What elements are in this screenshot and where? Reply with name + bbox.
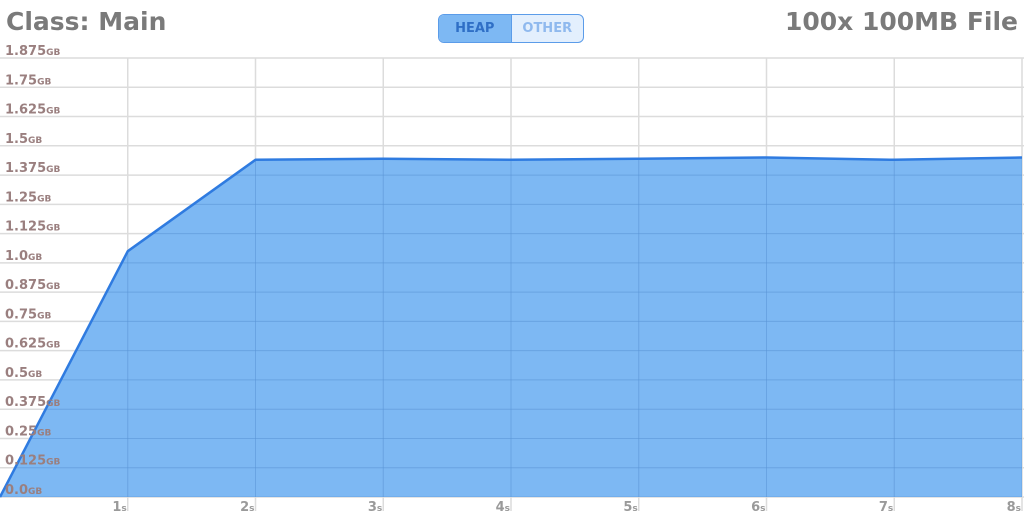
x-tick-label: 8s: [1007, 500, 1021, 512]
x-tick-label: 6s: [751, 500, 765, 512]
y-axis-labels: 0.0GB0.125GB0.25GB0.375GB0.5GB0.625GB0.7…: [5, 44, 61, 498]
heap-other-toggle[interactable]: HEAP OTHER: [438, 14, 584, 43]
y-tick-unit: GB: [37, 77, 51, 87]
y-tick-unit: GB: [28, 370, 42, 380]
x-tick-value: 5: [623, 500, 632, 512]
y-tick-unit: GB: [37, 311, 51, 321]
y-tick-label: 0.0GB: [5, 483, 42, 498]
y-tick-unit: GB: [46, 282, 60, 292]
y-tick-value: 0.0: [5, 483, 28, 498]
y-tick-label: 0.5GB: [5, 366, 42, 381]
x-tick-value: 8: [1007, 500, 1016, 512]
heap-toggle-button[interactable]: HEAP: [439, 15, 512, 42]
y-tick-value: 1.125: [5, 220, 46, 235]
y-tick-label: 0.125GB: [5, 454, 61, 469]
heap-area-series: [0, 156, 1023, 498]
y-tick-value: 0.375: [5, 395, 46, 410]
x-tick-label: 3s: [368, 500, 382, 512]
y-tick-unit: GB: [28, 487, 42, 497]
x-axis-labels: 1s 2s 3s 4s 5s 6s 7s 8s: [112, 500, 1021, 512]
y-tick-value: 1.5: [5, 132, 28, 147]
y-tick-unit: GB: [37, 194, 51, 204]
x-tick-unit: s: [760, 504, 765, 512]
class-title: Class: Main: [6, 7, 167, 36]
x-tick-value: 4: [496, 500, 505, 512]
y-tick-value: 0.875: [5, 278, 46, 293]
y-tick-unit: GB: [37, 428, 51, 438]
y-tick-value: 1.375: [5, 161, 46, 176]
y-tick-label: 1.5GB: [5, 132, 42, 147]
x-tick-value: 6: [751, 500, 760, 512]
y-tick-label: 0.75GB: [5, 307, 51, 322]
y-tick-value: 0.75: [5, 307, 37, 322]
x-tick-value: 2: [240, 500, 249, 512]
x-tick-unit: s: [377, 504, 382, 512]
x-tick-unit: s: [1016, 504, 1021, 512]
y-tick-label: 1.375GB: [5, 161, 61, 176]
y-tick-value: 1.0: [5, 249, 28, 264]
y-tick-unit: GB: [46, 165, 60, 175]
y-tick-unit: GB: [46, 341, 60, 351]
y-tick-value: 0.25: [5, 424, 37, 439]
y-tick-label: 0.375GB: [5, 395, 61, 410]
y-tick-label: 1.625GB: [5, 103, 61, 118]
x-tick-label: 1s: [112, 500, 126, 512]
y-tick-value: 1.75: [5, 73, 37, 88]
y-tick-label: 0.625GB: [5, 337, 61, 352]
y-tick-value: 0.5: [5, 366, 28, 381]
file-title: 100x 100MB File: [784, 7, 1018, 36]
y-tick-label: 1.25GB: [5, 190, 51, 205]
y-tick-unit: GB: [46, 224, 60, 234]
y-tick-unit: GB: [46, 458, 60, 468]
other-toggle-button[interactable]: OTHER: [522, 21, 573, 36]
y-tick-value: 0.625: [5, 337, 46, 352]
y-tick-label: 1.0GB: [5, 249, 42, 264]
x-tick-label: 7s: [879, 500, 893, 512]
x-tick-unit: s: [505, 504, 510, 512]
y-tick-label: 1.125GB: [5, 220, 61, 235]
x-tick-label: 2s: [240, 500, 254, 512]
x-tick-value: 1: [112, 500, 121, 512]
y-tick-value: 0.125: [5, 454, 46, 469]
y-tick-value: 1.875: [5, 44, 46, 59]
x-tick-label: 5s: [623, 500, 637, 512]
x-tick-unit: s: [632, 504, 637, 512]
y-tick-unit: GB: [46, 107, 60, 117]
y-tick-unit: GB: [28, 253, 42, 263]
y-tick-value: 1.25: [5, 190, 37, 205]
x-tick-unit: s: [121, 504, 126, 512]
x-tick-unit: s: [888, 504, 893, 512]
y-tick-label: 0.25GB: [5, 424, 51, 439]
x-tick-unit: s: [249, 504, 254, 512]
x-tick-value: 3: [368, 500, 377, 512]
y-tick-label: 1.75GB: [5, 73, 51, 88]
y-tick-value: 1.625: [5, 103, 46, 118]
y-tick-label: 1.875GB: [5, 44, 61, 59]
y-tick-unit: GB: [46, 399, 60, 409]
x-tick-label: 4s: [496, 500, 510, 512]
y-tick-unit: GB: [46, 48, 60, 58]
y-tick-label: 0.875GB: [5, 278, 61, 293]
y-tick-unit: GB: [28, 136, 42, 146]
x-tick-value: 7: [879, 500, 888, 512]
